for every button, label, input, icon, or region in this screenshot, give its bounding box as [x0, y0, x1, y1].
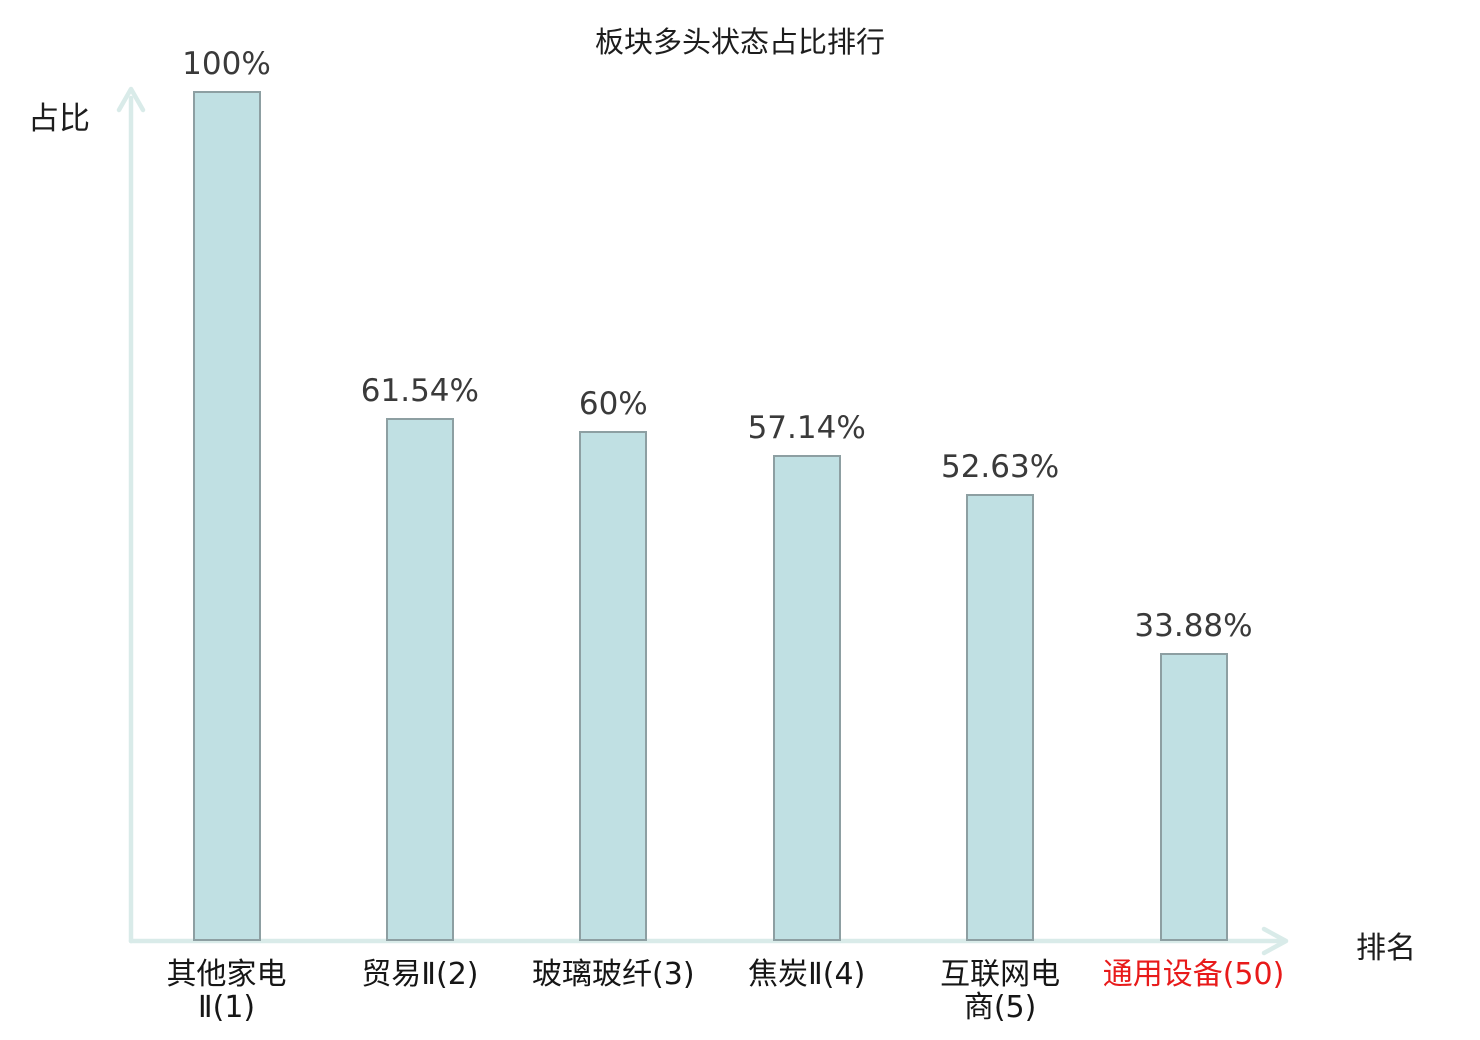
x-axis-title: 排名: [1356, 931, 1416, 966]
bar: [192, 91, 261, 941]
bar-category-label: 玻璃玻纤(3): [532, 957, 695, 992]
chart-title: 板块多头状态占比排行: [594, 25, 885, 59]
bar: [1159, 653, 1228, 941]
bar: [579, 431, 648, 941]
bar-value-label: 57.14%: [747, 410, 866, 447]
bar: [772, 455, 841, 941]
bar-category-label: 贸易Ⅱ(2): [361, 957, 479, 992]
bar-category-label: 焦炭Ⅱ(4): [748, 957, 866, 992]
bar: [385, 417, 454, 941]
bar-value-label: 61.54%: [360, 372, 479, 409]
x-axis-arrow-icon: [1261, 926, 1289, 956]
bar-value-label: 33.88%: [1134, 608, 1253, 645]
bar-category-label: 互联网电 商(5): [940, 957, 1061, 1025]
bar-value-label: 52.63%: [940, 448, 1060, 485]
bar-category-label: 通用设备(50): [1102, 957, 1285, 992]
bar-value-label: 100%: [182, 46, 271, 82]
bar-category-label: 其他家电 Ⅱ(1): [166, 957, 287, 1025]
bar: [966, 493, 1035, 941]
y-axis-arrow-icon: [116, 86, 146, 113]
bar-value-label: 60%: [578, 386, 648, 422]
y-axis-title: 占比: [28, 101, 90, 137]
